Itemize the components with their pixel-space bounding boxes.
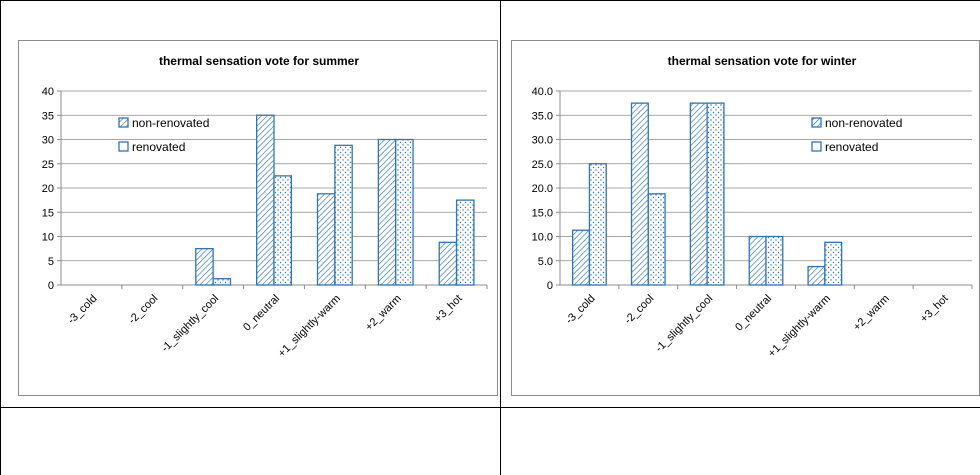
x-tick-label: -2_cool — [126, 293, 160, 327]
x-tick-label: 0_neutral — [733, 293, 774, 334]
x-tick-label: -1_slightly_cool — [653, 293, 715, 355]
y-tick-label: 30.0 — [532, 135, 553, 147]
bar-non-renovated — [377, 138, 397, 286]
y-tick-label: 20 — [42, 183, 54, 195]
bar-renovated — [824, 241, 843, 286]
x-tick-label: +1_slightly-warm — [766, 293, 833, 360]
y-tick-label: 25 — [42, 159, 54, 171]
chart-summer-frame: thermal sensation vote for summer 0 5 10 15 2… — [18, 40, 498, 396]
y-tick-label: 15 — [42, 207, 54, 219]
table-border-top — [0, 0, 980, 1]
bar-non-renovated — [438, 241, 458, 286]
bar-non-renovated — [195, 247, 214, 286]
legend-swatch — [811, 117, 822, 128]
chart-title: thermal sensation vote for summer — [159, 54, 359, 68]
y-tick-label: 35 — [42, 110, 54, 122]
bar-non-renovated — [630, 102, 649, 286]
y-tick-label: 5.0 — [538, 256, 553, 268]
bar-renovated — [706, 102, 725, 286]
x-tick-label: -1_slightly_cool — [159, 293, 221, 355]
bar-renovated — [647, 193, 666, 286]
y-tick-label: 15.0 — [532, 207, 553, 219]
legend-swatch — [118, 117, 129, 128]
bar-non-renovated — [689, 102, 708, 286]
x-tick-label: +2_warm — [851, 293, 892, 334]
y-tick-label: 35.0 — [532, 110, 553, 122]
x-tick-label: +2_warm — [363, 293, 404, 334]
x-tick-label: +3_hot — [918, 293, 950, 325]
bar-renovated — [588, 163, 607, 286]
bar-renovated — [334, 144, 353, 286]
bar-non-renovated — [807, 265, 826, 286]
y-tick-label: 20.0 — [532, 183, 553, 195]
legend-swatch — [811, 141, 822, 152]
bar-non-renovated — [748, 235, 767, 286]
x-tick-label: +1_slightly-warm — [276, 293, 343, 360]
table-column-divider — [500, 0, 501, 475]
x-tick-label: -3_cold — [66, 293, 100, 327]
bar-renovated — [765, 235, 784, 286]
x-tick-label: 0_neutral — [241, 293, 282, 334]
legend-label: non-renovated — [825, 116, 902, 130]
y-tick-label: 40.0 — [532, 86, 553, 98]
bar-renovated — [212, 278, 232, 286]
y-tick-label: 0 — [48, 280, 54, 292]
x-tick-label: +3_hot — [432, 293, 464, 325]
legend-label: non-renovated — [132, 116, 209, 130]
bar-non-renovated — [256, 114, 275, 286]
bar-renovated — [273, 175, 292, 286]
y-tick-label: 25.0 — [532, 159, 553, 171]
bar-renovated — [455, 199, 475, 286]
table-row-divider — [0, 407, 980, 408]
y-tick-label: 5 — [48, 256, 54, 268]
chart-summer: thermal sensation vote for summer 0 5 10 15 2… — [42, 54, 488, 360]
y-tick-label: 0 — [547, 280, 553, 292]
chart-title: thermal sensation vote for winter — [668, 54, 857, 68]
y-tick-label: 40 — [42, 86, 54, 98]
chart-winter-frame: thermal sensation vote for winter 0 5.0 10.… — [511, 40, 980, 396]
x-tick-label: -2_cool — [622, 293, 656, 327]
y-tick-label: 30 — [42, 135, 54, 147]
y-tick-label: 10.0 — [532, 232, 553, 244]
legend-label: renovated — [132, 140, 185, 154]
x-tick-label: -3_cold — [564, 293, 598, 327]
chart-winter: thermal sensation vote for winter 0 5.0 10.… — [532, 54, 973, 360]
legend-label: renovated — [825, 140, 878, 154]
bar-renovated — [395, 138, 414, 286]
table-border-left — [0, 0, 1, 475]
bar-non-renovated — [572, 229, 591, 286]
legend-swatch — [118, 141, 129, 152]
bar-non-renovated — [316, 193, 336, 286]
y-tick-label: 10 — [42, 232, 54, 244]
